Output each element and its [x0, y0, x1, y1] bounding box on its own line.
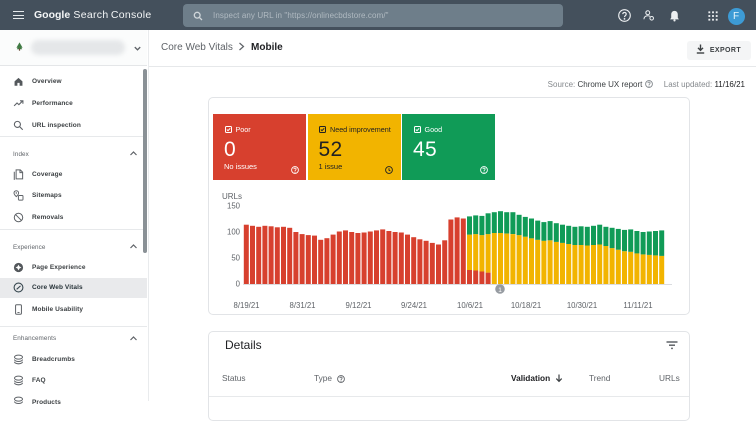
svg-text:9/24/21: 9/24/21: [401, 301, 427, 310]
svg-text:0: 0: [236, 280, 241, 289]
svg-text:10/18/21: 10/18/21: [511, 301, 541, 310]
svg-text:8/19/21: 8/19/21: [233, 301, 259, 310]
svg-text:9/12/21: 9/12/21: [345, 301, 371, 310]
svg-text:100: 100: [227, 228, 241, 237]
svg-text:1: 1: [498, 287, 502, 294]
svg-text:11/11/21: 11/11/21: [623, 301, 652, 310]
svg-text:10/6/21: 10/6/21: [457, 301, 483, 310]
svg-text:8/31/21: 8/31/21: [289, 301, 315, 310]
svg-text:150: 150: [227, 202, 241, 211]
svg-text:50: 50: [231, 254, 240, 263]
svg-text:10/30/21: 10/30/21: [567, 301, 597, 310]
svg-text:URLs: URLs: [222, 192, 242, 201]
